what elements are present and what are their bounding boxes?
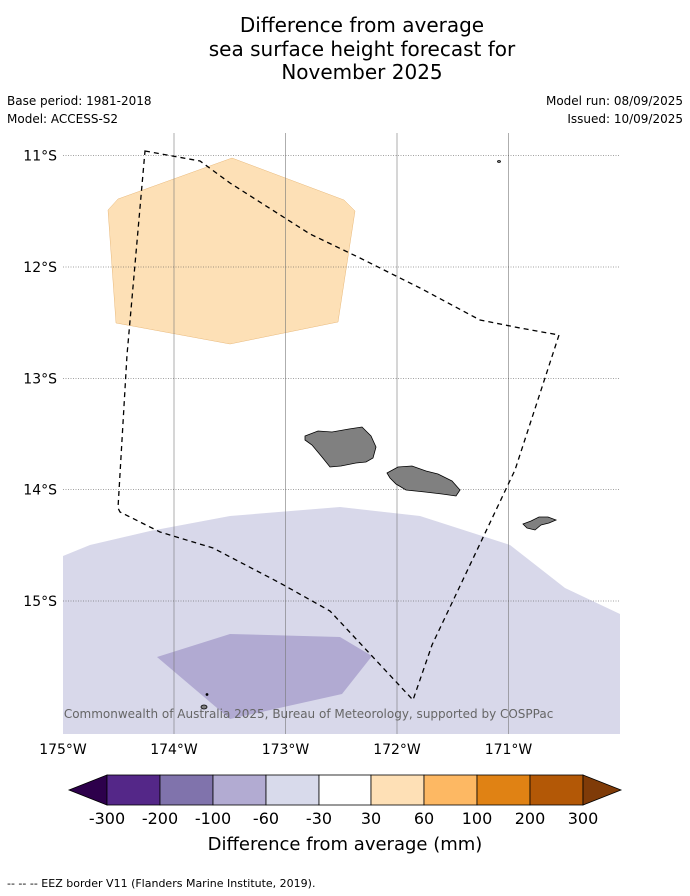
- colorbar-label-8: 100: [462, 809, 493, 828]
- colorbar: [67, 774, 623, 806]
- colorbar-swatch-5: [318, 774, 372, 806]
- colorbar-label-9: 200: [515, 809, 546, 828]
- lat-label-11s: 11°S: [23, 149, 57, 165]
- lat-label-15s: 15°S: [23, 594, 57, 610]
- island-islet-north: [497, 160, 501, 163]
- colorbar-swatch-4: [265, 774, 320, 806]
- colorbar-label-7: 60: [414, 809, 434, 828]
- lon-label-171w: 171°W: [485, 742, 533, 758]
- anomaly-region-positive-30-60: [107, 157, 356, 345]
- title-line-1: Difference from average: [239, 13, 485, 37]
- land-islands: [200, 160, 558, 710]
- colorbar-label-1: -300: [89, 809, 125, 828]
- colorbar-swatch-7: [423, 774, 478, 806]
- colorbar-label-3: -100: [195, 809, 231, 828]
- issued-date: Issued: 10/09/2025: [567, 112, 683, 126]
- gridlines: [63, 133, 620, 734]
- lon-label-175w: 175°W: [39, 742, 87, 758]
- map-area: © Commonwealth of Australia 2025, Bureau…: [48, 133, 620, 734]
- island-upolu: [386, 465, 461, 497]
- colorbar-label-5: -30: [306, 809, 332, 828]
- base-period: Base period: 1981-2018: [7, 94, 152, 108]
- colorbar-extend-high: [582, 774, 623, 806]
- latitude-labels: 11°S 12°S 13°S 14°S 15°S: [23, 149, 57, 611]
- map-title: Difference from average sea surface heig…: [0, 13, 690, 85]
- longitude-labels: 175°W 174°W 173°W 172°W 171°W: [39, 742, 532, 758]
- lon-label-173w: 173°W: [262, 742, 310, 758]
- island-islet-south: [200, 704, 208, 710]
- colorbar-label-4: -60: [253, 809, 279, 828]
- title-line-3: November 2025: [281, 60, 443, 84]
- lat-label-12s: 12°S: [23, 260, 57, 276]
- colorbar-swatch-3: [212, 774, 267, 806]
- colorbar-title: Difference from average (mm): [208, 834, 483, 855]
- island-savaii: [304, 426, 377, 468]
- colorbar-label-2: -200: [142, 809, 178, 828]
- lon-label-172w: 172°W: [373, 742, 421, 758]
- model-run: Model run: 08/09/2025: [545, 94, 683, 108]
- anomaly-region-negative-60-100: [157, 634, 372, 719]
- colorbar-swatch-2: [159, 774, 214, 806]
- colorbar-label-6: 30: [361, 809, 381, 828]
- lat-label-14s: 14°S: [23, 483, 57, 499]
- lat-label-13s: 13°S: [23, 372, 57, 388]
- colorbar-swatch-1: [106, 774, 161, 806]
- island-tutuila: [522, 516, 558, 531]
- colorbar-extend-low: [67, 774, 108, 806]
- colorbar-swatch-6: [370, 774, 425, 806]
- eez-footnote: -- -- -- EEZ border V11 (Flanders Marine…: [7, 877, 316, 890]
- colorbar-labels: -300 -200 -100 -60 -30 30 60 100 200 300: [89, 809, 598, 828]
- title-line-2: sea surface height forecast for: [208, 36, 516, 61]
- eez-border: [117, 150, 560, 702]
- colorbar-swatch-8: [476, 774, 531, 806]
- colorbar-swatch-9: [529, 774, 584, 806]
- island-islet-dot: [205, 693, 209, 696]
- copyright-credit: © Commonwealth of Australia 2025, Bureau…: [48, 707, 553, 721]
- lon-label-174w: 174°W: [150, 742, 198, 758]
- colorbar-label-10: 300: [568, 809, 599, 828]
- model-name: Model: ACCESS-S2: [7, 112, 119, 126]
